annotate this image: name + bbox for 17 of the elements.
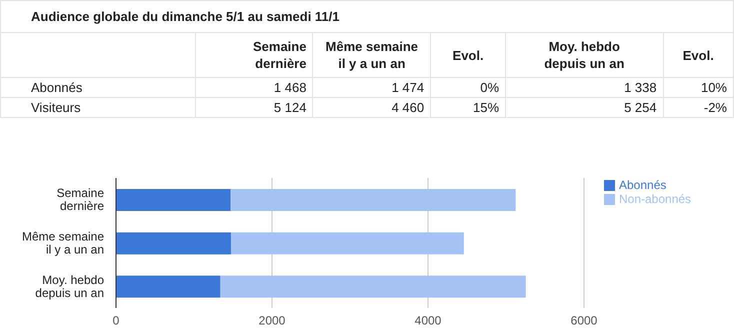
bar xyxy=(116,189,231,211)
x-tick-label: 0 xyxy=(112,314,120,328)
y-tick-label: Moy. hebdo depuis un an xyxy=(35,272,104,300)
y-tick-label: Même semaine il y a un an xyxy=(22,230,104,256)
table-grid: Audience globale du dimanche 5/1 au samedi 11/1 Semaine dernière Même semaine il y a un an Evol. Moy. hebdo depuis un an Evol. Abonnés 1 468 1 474 0% 1 338 10% Visiteurs 5 124 4 460 15% 5 254 -2% xyxy=(0,0,734,118)
y-tick-label: Semaine dernière xyxy=(56,186,104,214)
x-tick-label: 2000 xyxy=(258,314,286,328)
legend-label: Abonnés xyxy=(619,178,666,192)
bar xyxy=(116,276,220,298)
x-tick-label: 4000 xyxy=(414,314,442,328)
bar xyxy=(116,232,231,254)
chart-title: Audience globale du dimanche 5/1 au samedi 11/1 xyxy=(0,0,734,32)
bar xyxy=(230,232,464,254)
legend-label: Non-abonnés xyxy=(619,192,692,206)
x-tick-label: 6000 xyxy=(570,314,598,328)
bar xyxy=(220,276,526,298)
bar xyxy=(230,189,516,211)
